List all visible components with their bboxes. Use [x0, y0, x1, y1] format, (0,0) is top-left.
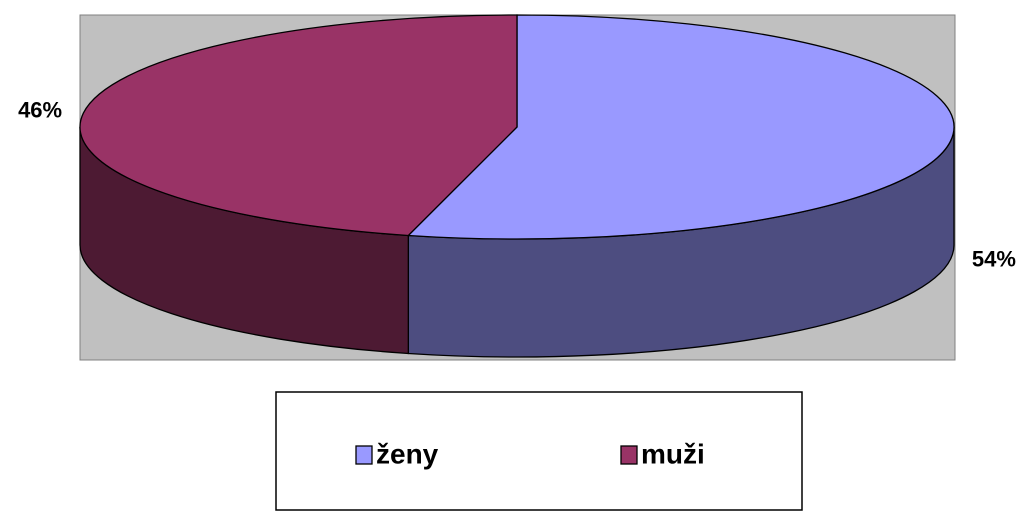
pie: 54% 46%: [18, 14, 1016, 358]
legend-swatch: [620, 445, 638, 465]
legend-label: muži: [641, 438, 705, 469]
legend-label: ženy: [376, 438, 439, 469]
data-label: 54%: [972, 246, 1016, 271]
slice: [406, 14, 955, 240]
data-label: 46%: [18, 97, 62, 122]
legend-box: [275, 391, 803, 511]
slice: [79, 14, 518, 237]
legend: ženy muži: [355, 438, 705, 469]
legend-swatch: [355, 445, 373, 465]
